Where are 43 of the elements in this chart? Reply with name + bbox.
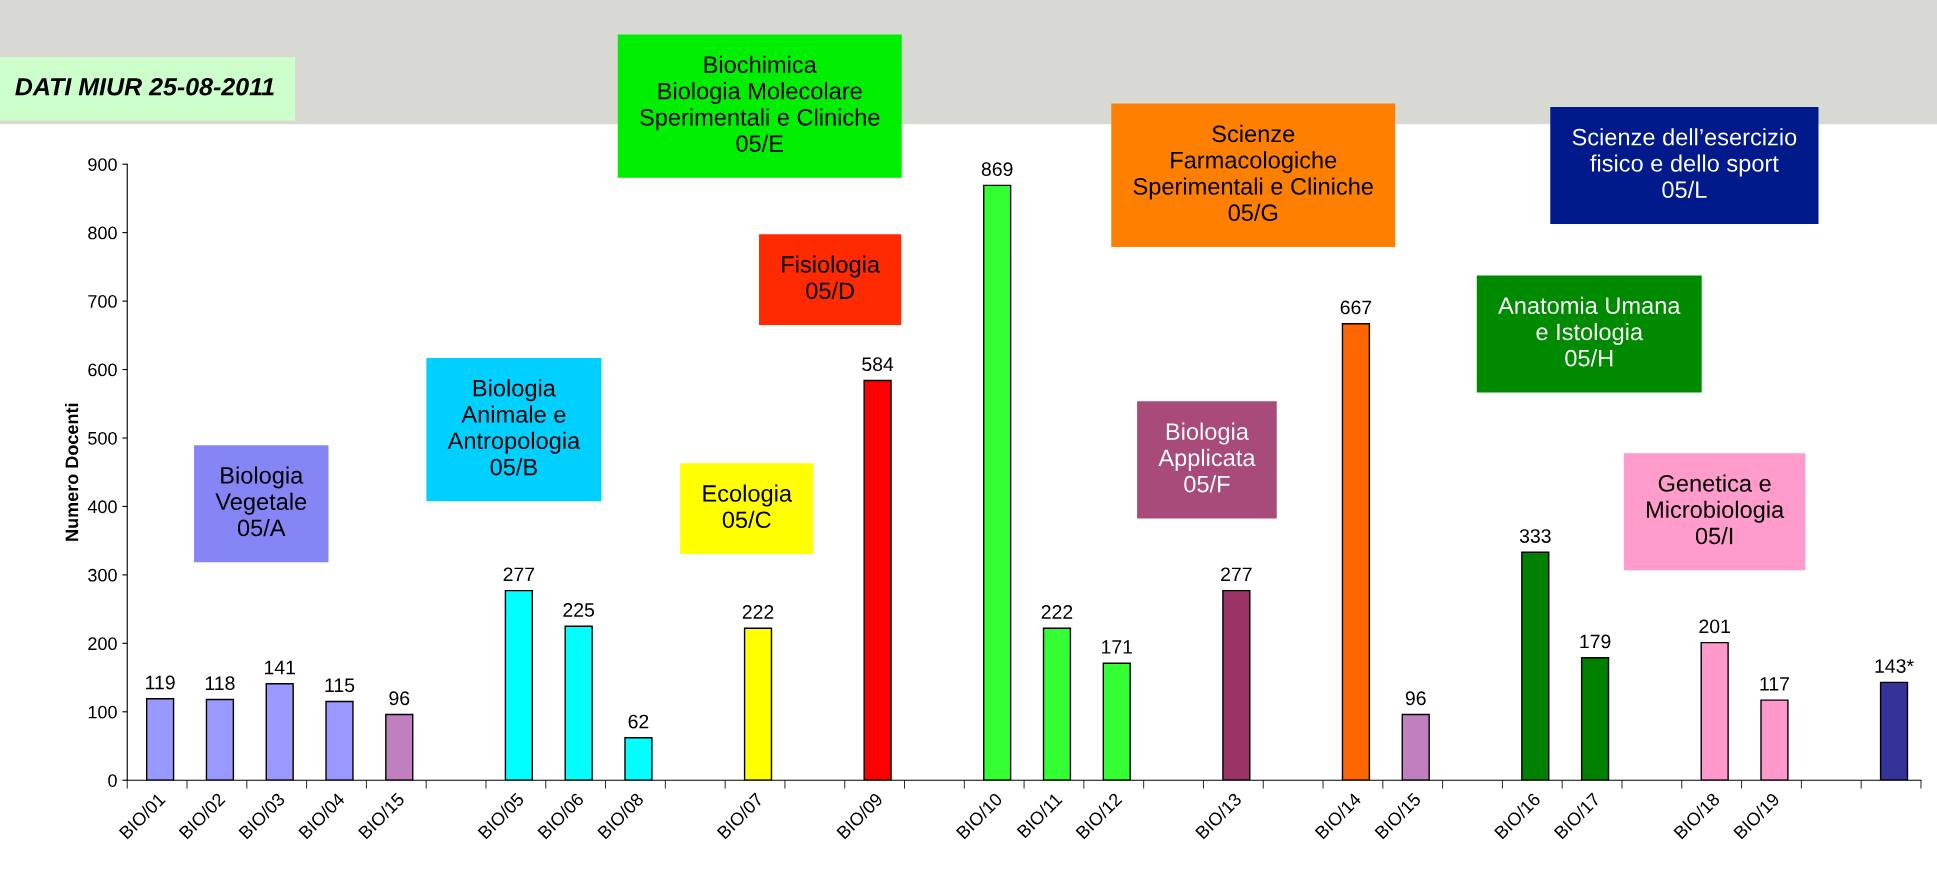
data-label: 201 (1699, 619, 1730, 634)
data-label: 869 (981, 162, 1013, 177)
data-label: 584 (862, 357, 894, 372)
annotation: Biologia Vegetale 05/A (215, 466, 307, 537)
y-tick-label: 900 (88, 158, 117, 171)
text: Biochimica Biologia Molecolare Sperimentali e Cliniche 05/E (640, 55, 880, 152)
data-label: 141 (264, 660, 295, 675)
data-label: 277 (503, 567, 535, 582)
data-label: 62 (628, 714, 649, 729)
data-label: 171 (1102, 640, 1133, 654)
data-label: 118 (205, 676, 235, 691)
annotation: Genetica e Microbiologia 05/I (1647, 474, 1785, 545)
data-label: 119 (146, 675, 175, 690)
data-label: 96 (389, 691, 410, 706)
data-label: 222 (1041, 605, 1073, 619)
annotation: Fisiologia 05/D (782, 255, 881, 300)
chart-title: DATI MIUR 25-08-2011 (15, 77, 274, 96)
data-label: 333 (1519, 529, 1551, 543)
y-tick-label: 200 (88, 637, 117, 651)
data-label: 277 (1221, 567, 1252, 582)
data-label: 225 (563, 603, 595, 617)
data-label: 143* (1875, 659, 1914, 673)
annotation: Ecologia 05/C (703, 484, 793, 529)
y-tick-label: 600 (88, 363, 117, 377)
data-label: 115 (325, 678, 355, 693)
data-label: 222 (742, 605, 774, 619)
annotation: Biologia Applicata 05/F (1158, 422, 1256, 493)
annotation: Scienze Farmacologiche Sperimentali e Cliniche 05/G (1133, 124, 1373, 222)
data-label: 96 (1405, 691, 1426, 706)
data-label: 179 (1580, 634, 1611, 649)
y-tick-label: 800 (88, 226, 117, 240)
annotation: Anatomia Umana e Istologia 05/H (1498, 296, 1681, 367)
y-tick-label: 400 (87, 500, 117, 514)
y-tick-label: 300 (88, 568, 117, 582)
y-tick-label: 100 (88, 705, 117, 719)
y-tick-label: 0 (108, 774, 117, 787)
y-axis-title: Numero Docenti (65, 403, 79, 541)
data-label: 117 (1760, 677, 1789, 691)
annotation: Scienze dell’esercizio fisico e dello sport 05/L (1572, 128, 1797, 199)
data-label: 667 (1340, 300, 1372, 315)
y-tick-label: 500 (88, 431, 117, 445)
annotation: Biologia Animale e Antropologia 05/B (447, 379, 581, 476)
y-tick-label: 700 (88, 295, 117, 308)
